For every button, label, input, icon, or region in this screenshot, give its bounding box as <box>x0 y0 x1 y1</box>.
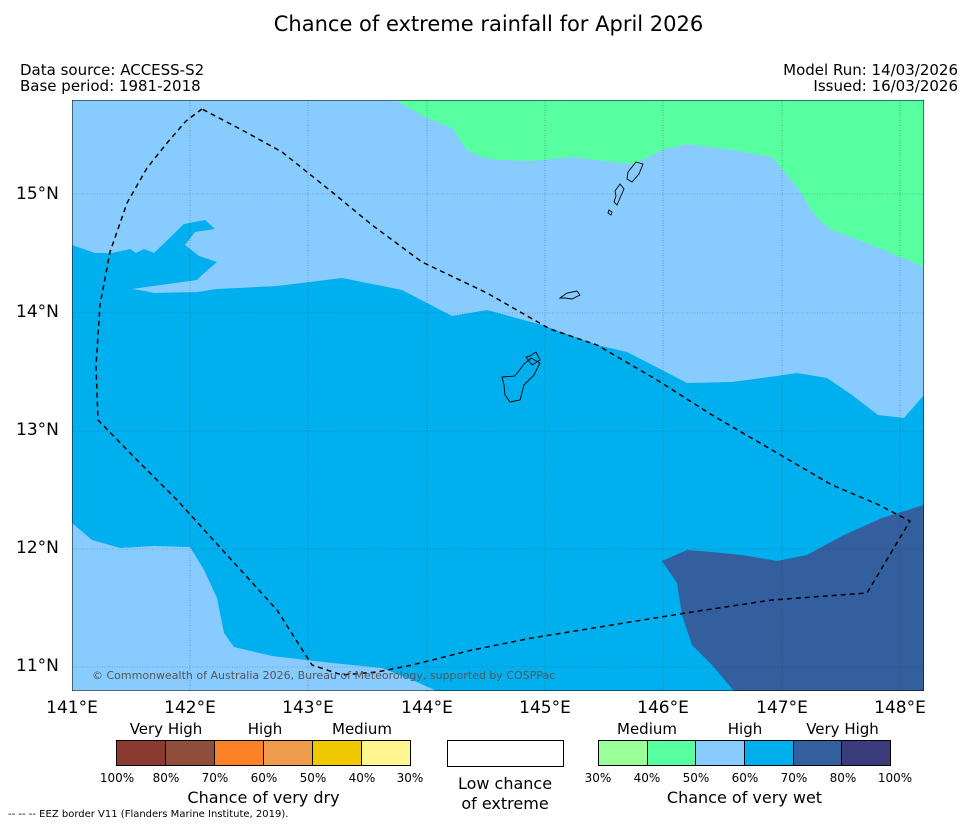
y-tick-15n: 15°N <box>16 184 59 204</box>
map-copyright: © Commonwealth of Australia 2026, Bureau… <box>92 669 555 682</box>
zone-50-60-north <box>72 100 924 418</box>
wet-pct-80: 80% <box>829 771 857 785</box>
dry-swatch-1 <box>117 741 166 765</box>
dry-pct-80: 80% <box>152 771 180 785</box>
zone-50-60-southwest <box>72 523 437 691</box>
issued-date: Issued: 16/03/2026 <box>813 77 958 95</box>
wet-colorbar <box>598 740 891 766</box>
dry-pct-40: 40% <box>348 771 376 785</box>
dry-swatch-2 <box>166 741 215 765</box>
dry-swatch-3 <box>215 741 264 765</box>
saipan-island <box>613 183 625 206</box>
x-tick-141e: 141°E <box>46 698 98 718</box>
wet-swatch-6 <box>842 741 891 765</box>
wet-swatch-3 <box>696 741 746 765</box>
page-title: Chance of extreme rainfall for April 202… <box>273 12 704 36</box>
wet-label-medium: Medium <box>617 720 677 738</box>
x-tick-147e: 147°E <box>756 698 808 718</box>
wet-pct-60: 60% <box>731 771 759 785</box>
y-tick-14n: 14°N <box>16 302 59 322</box>
model-run: Model Run: 14/03/2026 <box>783 61 958 79</box>
x-tick-145e: 145°E <box>519 698 571 718</box>
dry-label-high: High <box>247 720 283 738</box>
meta-left: Data source: ACCESS-S2 Base period: 1981… <box>20 62 204 94</box>
x-tick-146e: 146°E <box>637 698 689 718</box>
dry-swatch-4 <box>264 741 313 765</box>
wet-caption: Chance of very wet <box>666 788 823 807</box>
dry-colorbar <box>116 740 411 766</box>
zone-40-50 <box>395 100 924 267</box>
guam-island <box>525 351 541 366</box>
dry-swatch-5 <box>313 741 362 765</box>
x-tick-144e: 144°E <box>401 698 453 718</box>
rota-island <box>558 290 581 300</box>
low-chance-line1: Low chance <box>457 774 553 793</box>
wet-swatch-5 <box>793 741 843 765</box>
small-island <box>607 209 613 216</box>
dry-pct-30: 30% <box>396 771 424 785</box>
rainfall-map[interactable]: © Commonwealth of Australia 2026, Bureau… <box>72 100 924 691</box>
dry-pct-60: 60% <box>250 771 278 785</box>
dry-label-very-high: Very High <box>129 720 203 738</box>
dry-pct-70: 70% <box>201 771 229 785</box>
y-tick-13n: 13°N <box>16 420 59 440</box>
x-tick-143e: 143°E <box>282 698 334 718</box>
wet-label-high: High <box>727 720 763 738</box>
dry-caption: Chance of very dry <box>187 788 340 807</box>
wet-pct-50: 50% <box>682 771 710 785</box>
graticule <box>72 100 924 691</box>
wet-pct-70: 70% <box>780 771 808 785</box>
wet-pct-100: 100% <box>877 771 913 785</box>
tinian-island <box>626 161 644 183</box>
dry-pct-50: 50% <box>299 771 327 785</box>
meta-right: Model Run: 14/03/2026 Issued: 16/03/2026 <box>783 62 958 94</box>
x-tick-148e: 148°E <box>874 698 926 718</box>
data-source: Data source: ACCESS-S2 <box>20 61 205 79</box>
wet-swatch-4 <box>745 741 794 765</box>
y-tick-12n: 12°N <box>16 538 59 558</box>
dry-label-medium: Medium <box>332 720 392 738</box>
guam-island-outline <box>501 357 541 403</box>
eez-footnote: -- -- -- EEZ border V11 (Flanders Marine… <box>8 809 289 820</box>
y-tick-11n: 11°N <box>16 656 59 676</box>
wet-label-very-high: Very High <box>806 720 879 738</box>
dry-pct-100: 100% <box>99 771 135 785</box>
islands <box>501 161 644 403</box>
x-tick-142e: 142°E <box>164 698 216 718</box>
zone-70-80 <box>662 505 924 691</box>
wet-swatch-2 <box>647 741 697 765</box>
eez-border <box>95 108 912 676</box>
dry-swatch-6 <box>362 741 410 765</box>
low-chance-label: Low chance of extreme <box>440 774 570 814</box>
low-chance-line2: of extreme <box>461 794 549 813</box>
base-period: Base period: 1981-2018 <box>20 77 201 95</box>
wet-swatch-1 <box>599 741 648 765</box>
wet-pct-40: 40% <box>633 771 661 785</box>
low-chance-swatch <box>447 740 564 767</box>
wet-pct-30: 30% <box>584 771 612 785</box>
